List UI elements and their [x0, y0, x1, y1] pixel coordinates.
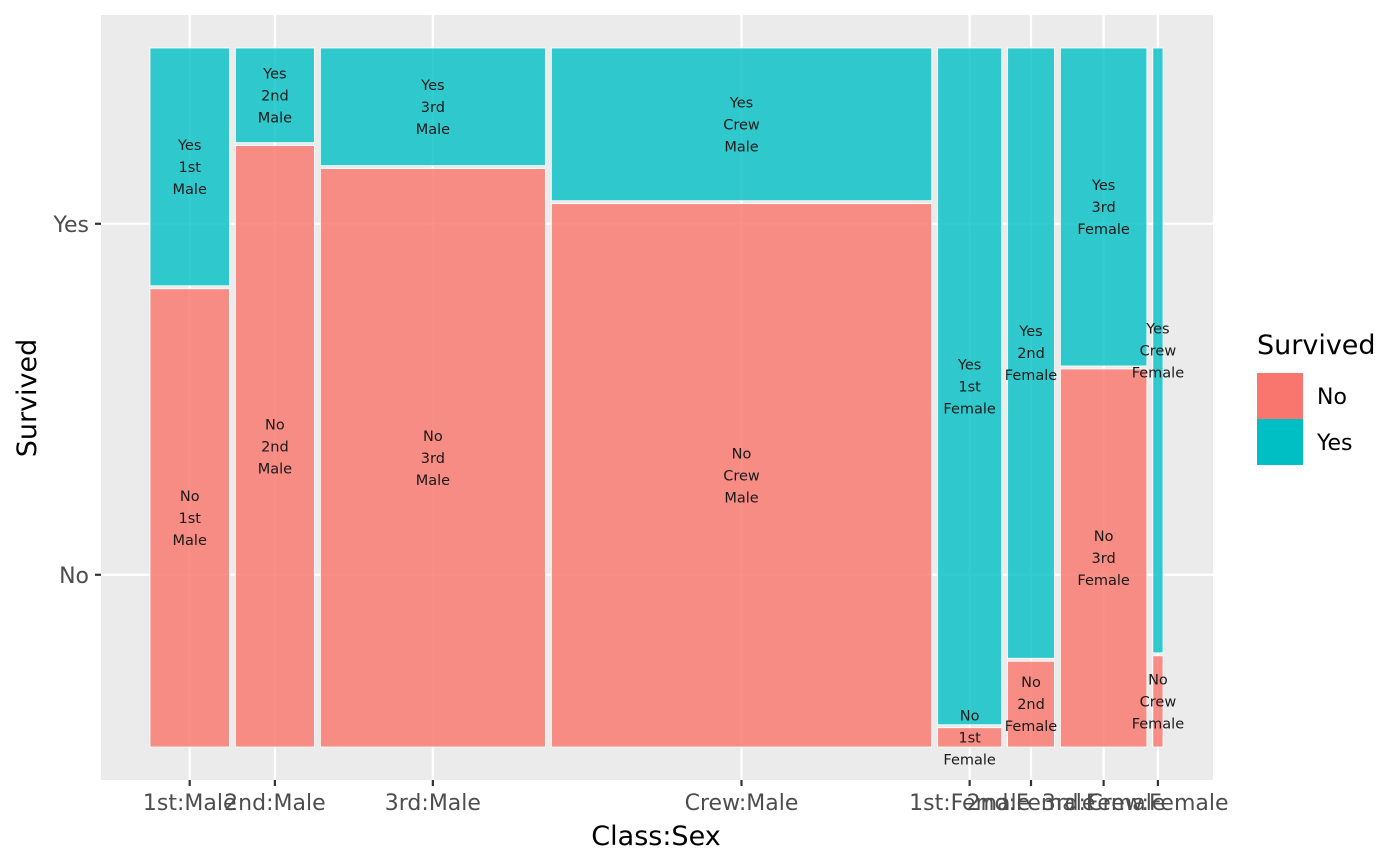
cell-label-yes-crew-female: Yes Crew Female	[1132, 321, 1185, 381]
x-tick-label: 3rd:Male	[385, 791, 481, 816]
cell-label-yes-1st-female: Yes 1st Female	[943, 357, 996, 417]
legend-key-yes	[1257, 419, 1303, 465]
cell-label-yes-2nd-female: Yes 2nd Female	[1005, 324, 1058, 384]
cell-no-crew-male	[550, 203, 933, 748]
x-tick-label: 2nd:Female	[967, 791, 1096, 816]
legend-title: Survived	[1257, 330, 1376, 361]
cell-yes-crew-male	[550, 47, 933, 202]
cell-yes-3rd-female	[1059, 47, 1148, 367]
cell-label-no-1st-male: No 1st Male	[173, 489, 207, 549]
cell-no-1st-female	[937, 727, 1003, 748]
cell-yes-2nd-female	[1007, 47, 1055, 659]
cell-label-no-crew-male: No Crew Male	[723, 446, 760, 506]
x-axis-title: Class:Sex	[591, 821, 720, 852]
cell-label-no-2nd-male: No 2nd Male	[258, 417, 292, 477]
cell-no-1st-male	[149, 288, 230, 748]
x-tick-label: 3rd:Female	[1042, 791, 1166, 816]
cell-label-yes-3rd-male: Yes 3rd Male	[416, 78, 450, 138]
cell-no-2nd-male	[235, 145, 315, 748]
cell-no-2nd-female	[1007, 660, 1055, 748]
cell-label-no-1st-female: No 1st Female	[943, 708, 996, 768]
cell-yes-1st-male	[149, 47, 230, 287]
cell-label-yes-3rd-female: Yes 3rd Female	[1077, 178, 1130, 238]
cell-no-3rd-female	[1059, 368, 1148, 748]
x-tick-label: Crew:Female	[1087, 791, 1228, 816]
legend-label-yes: Yes	[1316, 431, 1353, 456]
x-tick-label: 1st:Male	[143, 791, 237, 816]
cell-label-no-3rd-female: No 3rd Female	[1077, 529, 1130, 589]
legend: Survived No Yes	[1257, 330, 1376, 465]
y-tick-label: No	[59, 564, 89, 589]
cell-yes-1st-female	[937, 47, 1003, 726]
cell-label-yes-1st-male: Yes 1st Male	[173, 138, 207, 198]
y-axis-title: Survived	[12, 339, 43, 458]
cell-no-crew-female	[1152, 655, 1164, 748]
cell-label-no-crew-female: No Crew Female	[1132, 672, 1185, 732]
x-tick-label: 2nd:Male	[224, 791, 325, 816]
cell-label-no-3rd-male: No 3rd Male	[416, 429, 450, 489]
x-tick-label: Crew:Male	[685, 791, 799, 816]
cell-yes-2nd-male	[235, 47, 315, 144]
cell-label-yes-crew-male: Yes Crew Male	[723, 95, 760, 155]
legend-label-no: No	[1317, 385, 1347, 410]
legend-key-no	[1257, 373, 1303, 419]
cell-no-3rd-male	[319, 168, 546, 748]
x-tick-label: 1st:Female	[909, 791, 1030, 816]
cell-label-yes-2nd-male: Yes 2nd Male	[258, 66, 292, 126]
y-tick-label: Yes	[52, 213, 89, 238]
cell-label-no-2nd-female: No 2nd Female	[1005, 675, 1058, 735]
cell-yes-3rd-male	[319, 47, 546, 167]
cell-yes-crew-female	[1152, 47, 1164, 654]
